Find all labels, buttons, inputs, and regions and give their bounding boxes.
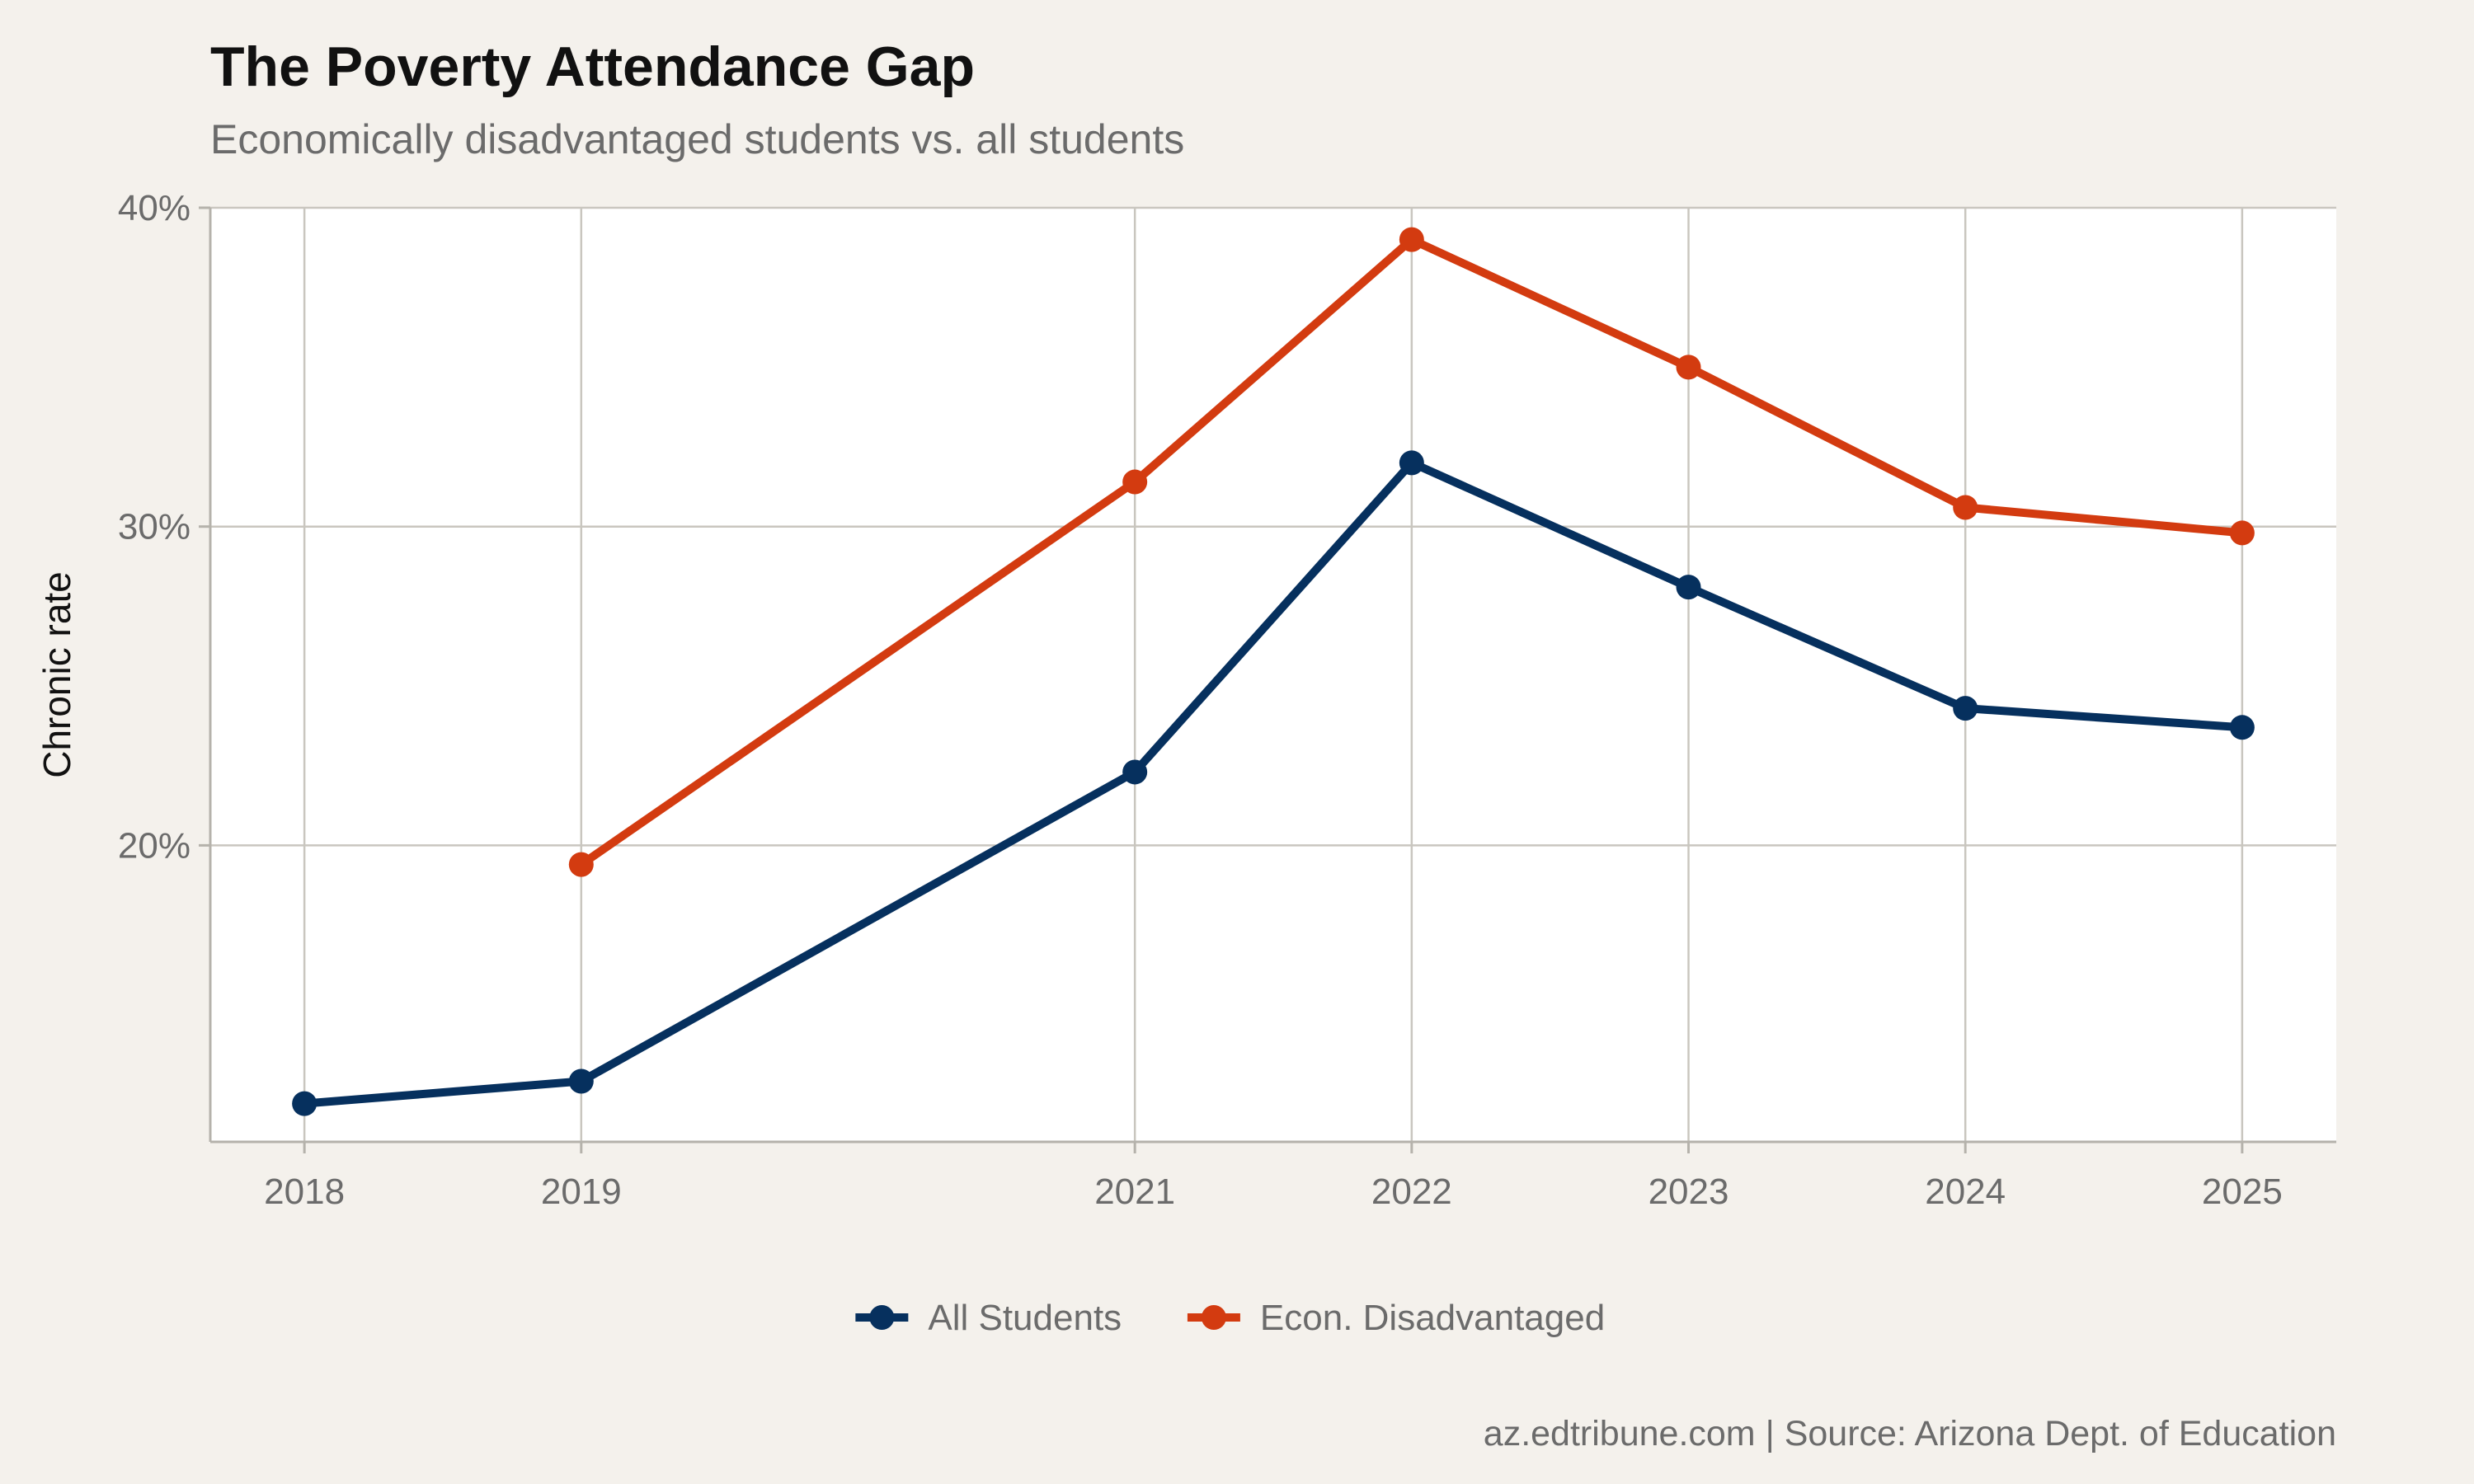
x-tick-label: 2024 xyxy=(1925,1172,2006,1212)
x-tick-label: 2025 xyxy=(2202,1172,2283,1212)
x-tick-label: 2018 xyxy=(264,1172,345,1212)
data-point xyxy=(1399,227,1424,252)
y-axis-title: Chronic rate xyxy=(35,571,78,778)
x-tick-label: 2021 xyxy=(1094,1172,1175,1212)
data-point xyxy=(1676,355,1701,380)
x-tick-label: 2019 xyxy=(541,1172,622,1212)
data-point xyxy=(1399,450,1424,476)
data-point xyxy=(568,1068,594,1094)
x-tick-label: 2022 xyxy=(1371,1172,1452,1212)
data-point xyxy=(1953,495,1978,520)
data-point xyxy=(568,852,594,877)
legend-key-point xyxy=(1201,1305,1226,1330)
plot-panel xyxy=(210,208,2336,1142)
chart-title: The Poverty Attendance Gap xyxy=(210,35,976,98)
legend-label: Econ. Disadvantaged xyxy=(1260,1298,1605,1338)
legend-label: All Students xyxy=(928,1298,1122,1338)
data-point xyxy=(1676,575,1701,600)
x-tick-label: 2023 xyxy=(1649,1172,1729,1212)
data-point xyxy=(1953,696,1978,721)
data-point xyxy=(2229,520,2255,546)
y-tick-label: 40% xyxy=(118,188,190,228)
source-caption: az.edtribune.com | Source: Arizona Dept.… xyxy=(1483,1414,2336,1453)
data-point xyxy=(292,1091,317,1116)
y-tick-label: 30% xyxy=(118,507,190,547)
data-point xyxy=(1122,759,1148,785)
legend-key-point xyxy=(869,1305,895,1330)
chart-subtitle: Economically disadvantaged students vs. … xyxy=(210,116,1185,162)
data-point xyxy=(2229,715,2255,740)
y-tick-label: 20% xyxy=(118,825,190,866)
data-point xyxy=(1122,469,1148,495)
series-line xyxy=(576,235,2246,869)
